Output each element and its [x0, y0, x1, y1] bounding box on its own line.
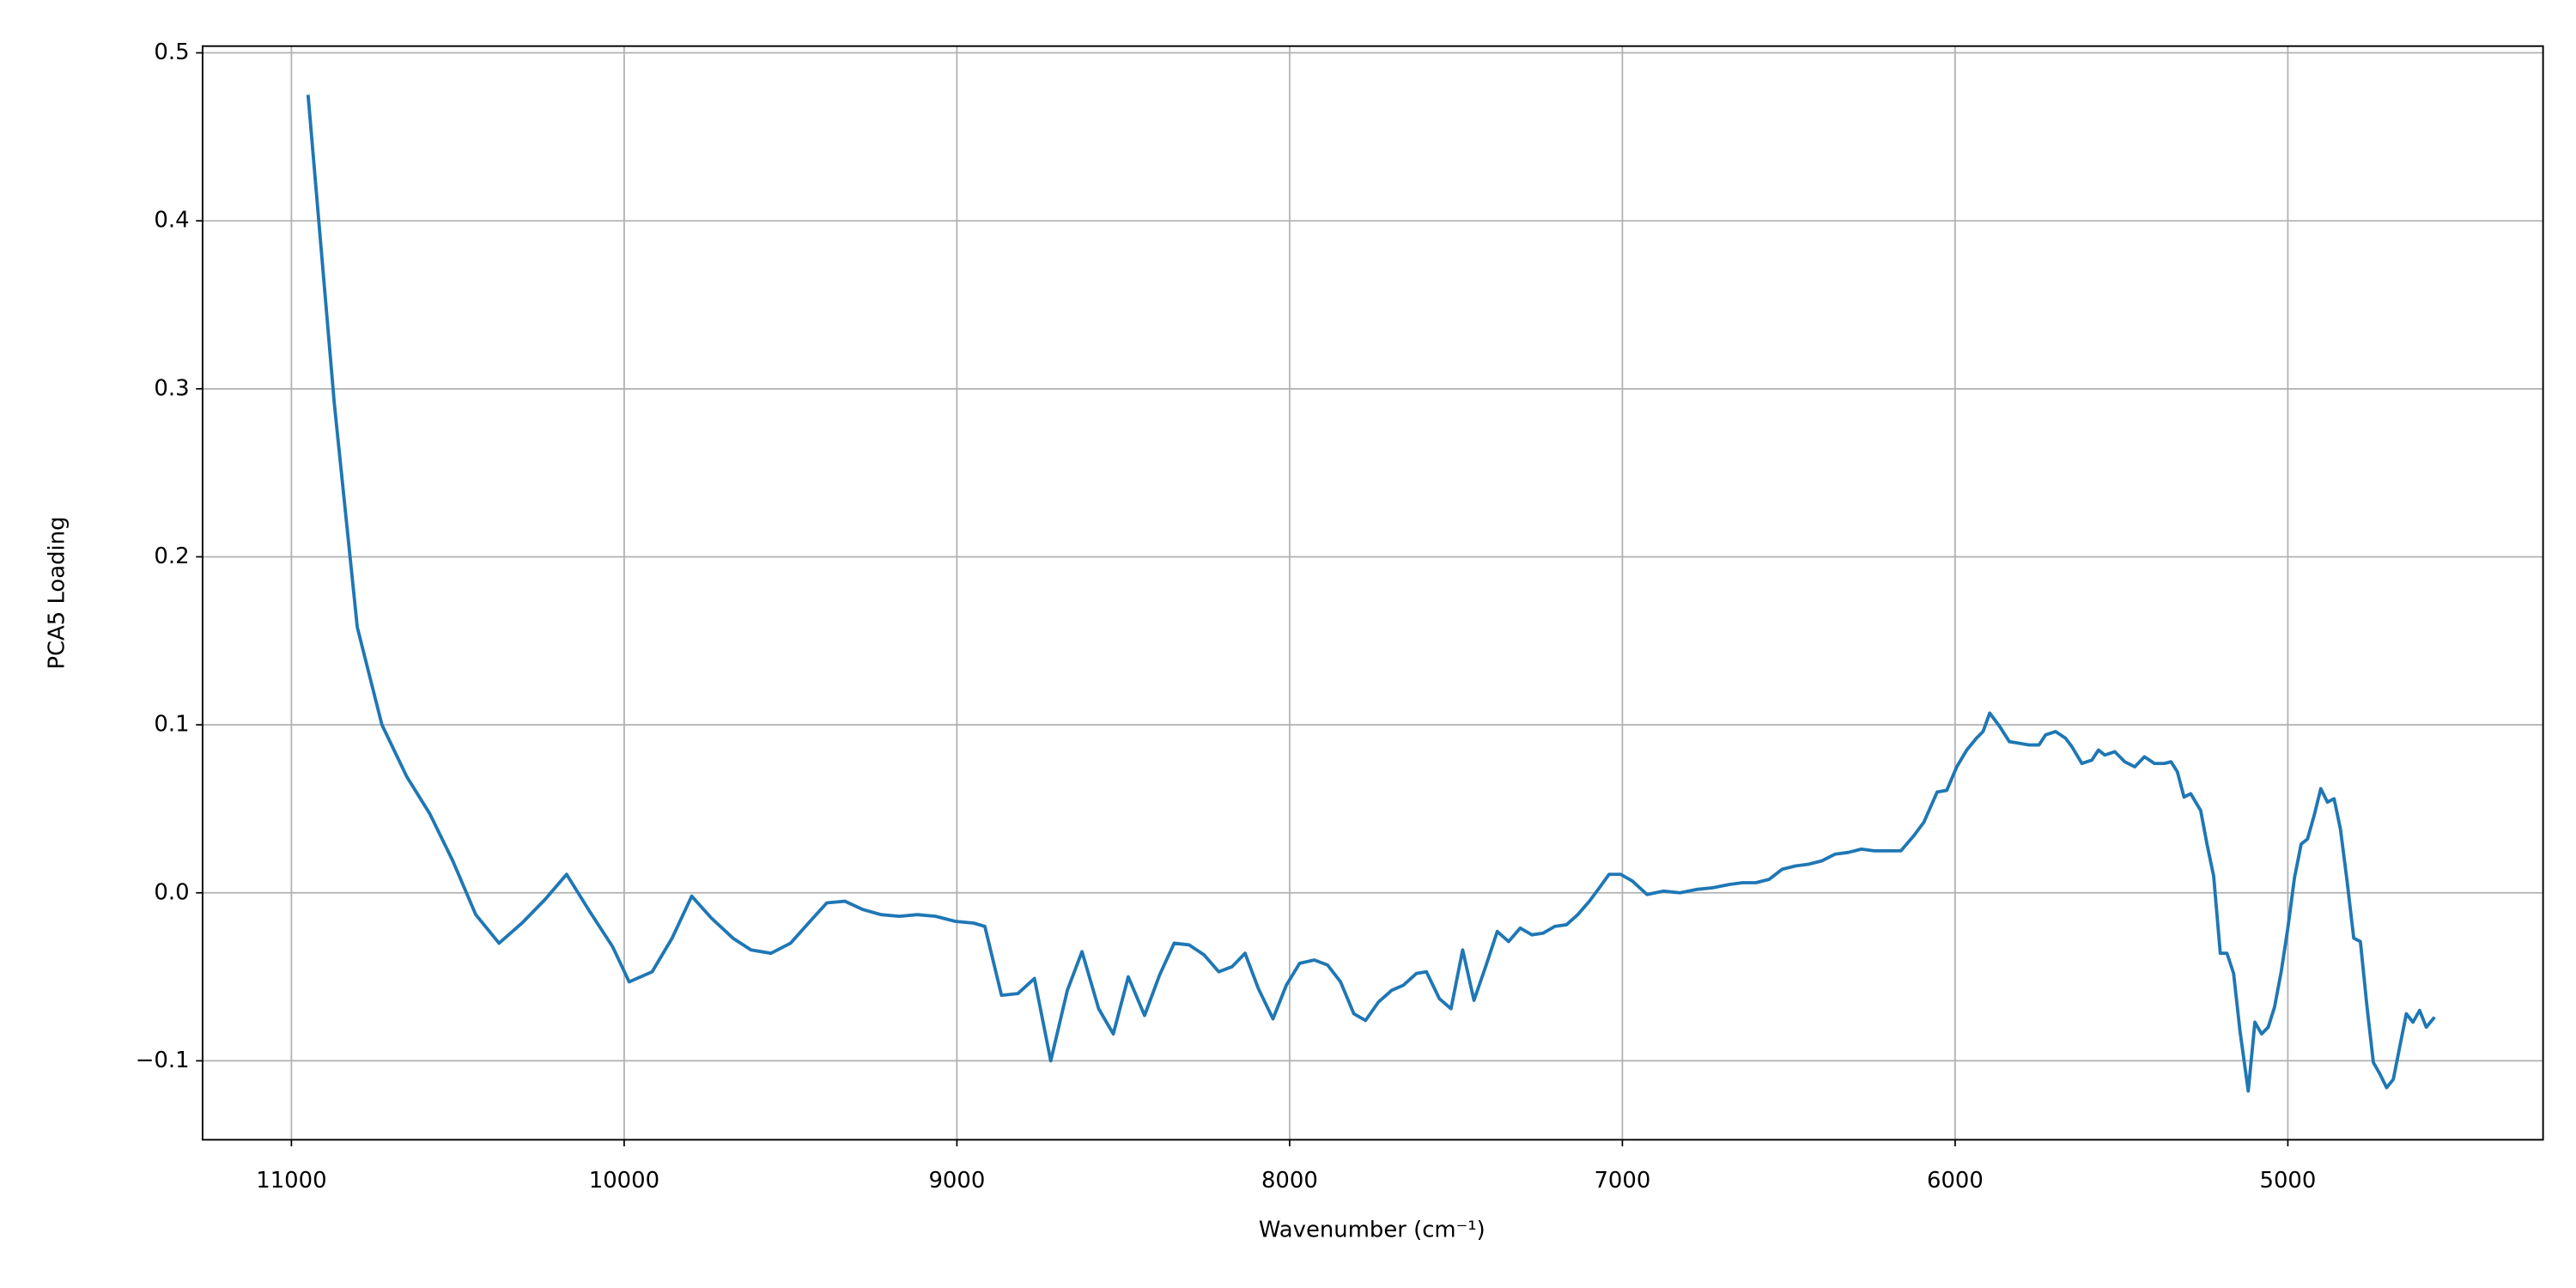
x-tick-label: 9000	[928, 1168, 985, 1194]
x-axis-label: Wavenumber (cm⁻¹)	[1259, 1217, 1485, 1242]
x-tick-label: 7000	[1594, 1168, 1650, 1194]
y-tick-label: 0.3	[154, 375, 189, 401]
plot-frame	[201, 45, 2544, 1141]
x-tick-label: 8000	[1261, 1168, 1318, 1194]
x-tick-label: 10000	[589, 1168, 659, 1194]
y-tick-label: 0.5	[154, 39, 189, 65]
data-line	[306, 94, 2436, 1093]
y-axis-label: PCA5 Loading	[45, 516, 70, 669]
y-tick-label: 0.4	[154, 208, 189, 234]
x-tick-label: 6000	[1927, 1168, 1984, 1194]
x-tick-label: 5000	[2259, 1168, 2316, 1194]
y-tick-label: 0.1	[154, 712, 189, 738]
y-tick-label: −0.1	[136, 1048, 190, 1073]
y-tick-label: 0.0	[154, 879, 189, 905]
x-tick-label: 11000	[256, 1168, 326, 1194]
y-tick-label: 0.2	[154, 544, 189, 569]
